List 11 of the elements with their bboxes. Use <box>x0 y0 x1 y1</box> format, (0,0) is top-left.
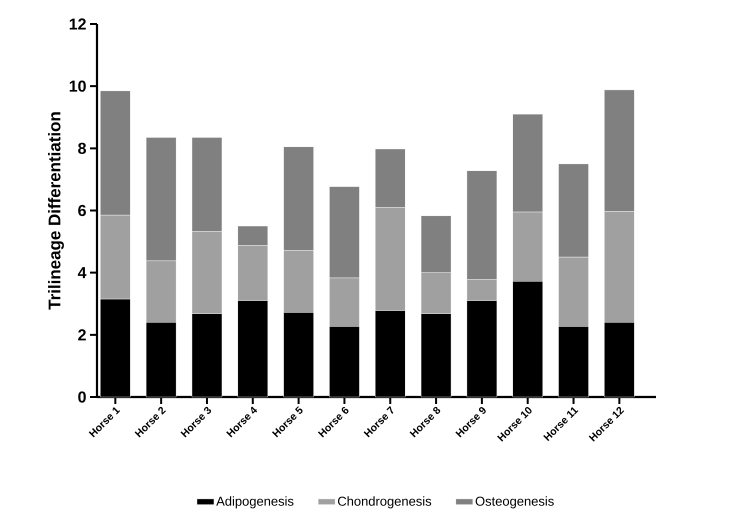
y-tick-label: 4 <box>78 267 86 278</box>
y-axis-title: Trilineage Differentiation <box>48 112 64 310</box>
legend-label: Osteogenesis <box>476 496 554 508</box>
y-tick-label: 12 <box>70 18 86 30</box>
y-tick-label: 6 <box>78 204 86 216</box>
y-tick-label: 0 <box>78 391 86 403</box>
legend-label: Adipogenesis <box>216 496 294 508</box>
y-tick-label: 10 <box>70 80 86 92</box>
y-tick-label: 2 <box>78 329 86 340</box>
legend-label: Chondrogenesis <box>338 496 432 508</box>
y-tick-label: 8 <box>78 142 86 154</box>
